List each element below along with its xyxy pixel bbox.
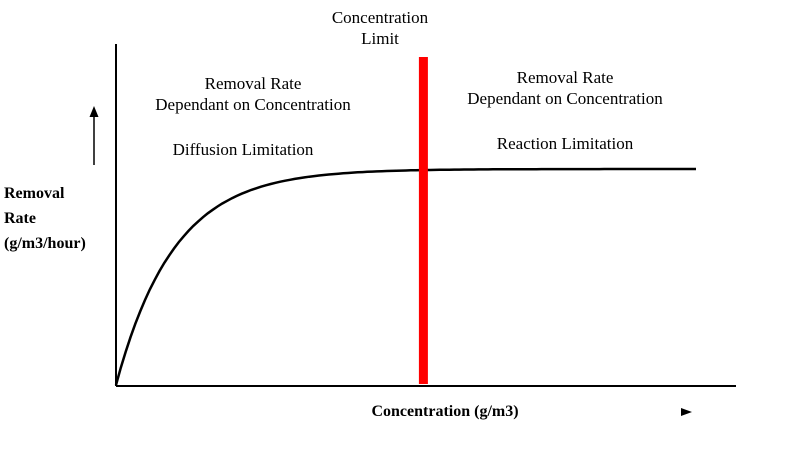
right-region-title-line-1: Removal Rate (516, 68, 614, 87)
concentration-limit-label: Concentration Limit (300, 7, 460, 49)
y-axis-label: Removal Rate (g/m3/hour) (4, 181, 86, 256)
y-axis-label-line-1: Removal (4, 185, 65, 202)
concentration-limit-line-2: Limit (361, 29, 399, 48)
left-region-title-line-2: Dependant on Concentration (155, 95, 351, 114)
right-region-title-line-2: Dependant on Concentration (467, 89, 663, 108)
right-arrowhead (681, 408, 692, 416)
up-arrow (89, 106, 99, 165)
right-region-title: Removal Rate Dependant on Concentration (420, 67, 710, 109)
concentration-limit-line-1: Concentration (331, 8, 429, 27)
left-region-title: Removal Rate Dependant on Concentration (108, 73, 398, 115)
y-axis-label-line-2: Rate (4, 210, 36, 227)
diffusion-limitation-label: Diffusion Limitation (172, 140, 314, 159)
x-axis-label: Concentration (g/m3) (371, 403, 519, 420)
reaction-limitation-label: Reaction Limitation (496, 134, 634, 153)
concentration-limit-bar (418, 57, 428, 384)
removal-rate-curve (114, 167, 696, 386)
left-region-title-line-1: Removal Rate (204, 74, 302, 93)
y-axis-label-line-3: (g/m3/hour) (4, 235, 86, 252)
